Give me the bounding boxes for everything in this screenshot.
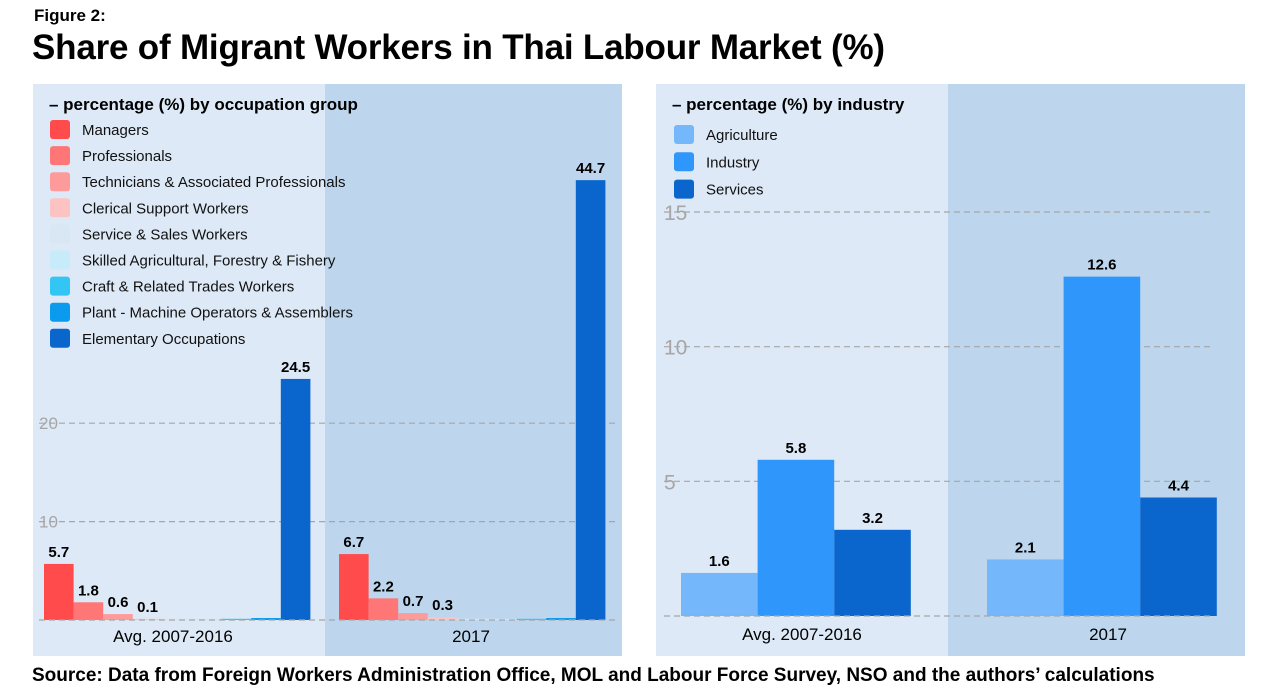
bar [427, 617, 458, 620]
bar [575, 180, 606, 620]
panel-bg-left [33, 84, 325, 656]
bar [1140, 497, 1217, 616]
legend-swatch [674, 179, 694, 199]
y-tick-label: 10 [39, 513, 58, 532]
data-label: 1.8 [78, 582, 99, 599]
data-label: 2.2 [373, 578, 394, 595]
data-label: 0.7 [403, 593, 424, 610]
legend-label: Skilled Agricultural, Forestry & Fishery [82, 253, 336, 270]
data-label: 0.6 [108, 594, 129, 611]
bar [757, 459, 835, 616]
legend-label: Elementary Occupations [82, 331, 245, 348]
bar [834, 529, 911, 616]
data-label: 24.5 [281, 359, 310, 376]
x-category-label: Avg. 2007-2016 [113, 627, 233, 646]
legend-label: Services [706, 182, 764, 199]
bar [73, 602, 104, 620]
bar [251, 618, 281, 620]
legend-label: Managers [82, 122, 149, 139]
legend-label: Plant - Machine Operators & Assemblers [82, 305, 353, 322]
bar [280, 378, 311, 620]
bar [132, 618, 163, 620]
data-label: 0.1 [137, 599, 158, 616]
data-label: 6.7 [343, 534, 364, 551]
legend-swatch [674, 152, 694, 172]
bar [987, 559, 1064, 616]
legend-label: Clerical Support Workers [82, 200, 248, 217]
bar [339, 554, 369, 620]
data-label: 44.7 [576, 160, 605, 177]
legend-swatch [50, 250, 70, 270]
legend-label: Service & Sales Workers [82, 226, 248, 243]
y-tick-label: 15 [664, 202, 687, 225]
x-category-label: 2017 [1089, 625, 1127, 644]
legend-swatch [50, 146, 70, 166]
bar [546, 618, 576, 620]
data-label: 2.1 [1015, 539, 1036, 556]
bar [103, 614, 133, 620]
data-label: 1.6 [709, 553, 730, 570]
data-label: 5.8 [785, 440, 806, 457]
legend-label: Professionals [82, 148, 172, 165]
bar [221, 618, 252, 620]
data-label: 5.7 [48, 544, 69, 561]
figure-label: Figure 2: [34, 6, 106, 25]
data-label: 4.4 [1168, 477, 1190, 494]
legend-label: Technicians & Associated Professionals [82, 174, 345, 191]
bar [192, 618, 222, 620]
x-category-label: Avg. 2007-2016 [742, 625, 862, 644]
data-label: 3.2 [862, 510, 883, 527]
chart-title: Share of Migrant Workers in Thai Labour … [32, 28, 885, 67]
bar [398, 613, 428, 620]
legend-swatch [50, 172, 70, 192]
y-tick-label: 5 [664, 471, 676, 494]
chart-subtitle: – percentage (%) by industry [672, 95, 905, 114]
legend-swatch [50, 120, 70, 139]
x-category-label: 2017 [452, 627, 490, 646]
industry-chart-panel: 5 10 15 – percentage (%) by industry Agricul… [656, 84, 1245, 656]
legend-swatch [50, 328, 70, 348]
industry-chart: 5 10 15 – percentage (%) by industry Agricul… [656, 84, 1245, 656]
chart-subtitle: – percentage (%) by occupation group [49, 95, 358, 114]
legend-label: Craft & Related Trades Workers [82, 279, 294, 296]
source-note: Source: Data from Foreign Workers Admini… [32, 665, 1155, 686]
occupation-chart-panel: 10 20 – percentage (%) by occupation group… [33, 84, 622, 656]
y-tick-label: 10 [664, 337, 687, 360]
data-label: 0.3 [432, 597, 453, 614]
occupation-chart: 10 20 – percentage (%) by occupation group… [33, 84, 622, 656]
legend-swatch [50, 224, 70, 244]
legend-swatch [50, 276, 70, 296]
legend-label: Agriculture [706, 127, 778, 144]
legend-swatch [50, 198, 70, 218]
panel-bg-right [325, 84, 622, 656]
legend-swatch [674, 125, 694, 144]
data-label: 12.6 [1087, 257, 1116, 274]
legend-label: Industry [706, 154, 760, 171]
legend-swatch [50, 302, 70, 322]
y-tick-label: 20 [39, 414, 58, 433]
bar [1063, 276, 1141, 616]
bar [162, 618, 192, 620]
bar [681, 572, 758, 616]
bar [44, 563, 74, 620]
bar [368, 598, 399, 620]
